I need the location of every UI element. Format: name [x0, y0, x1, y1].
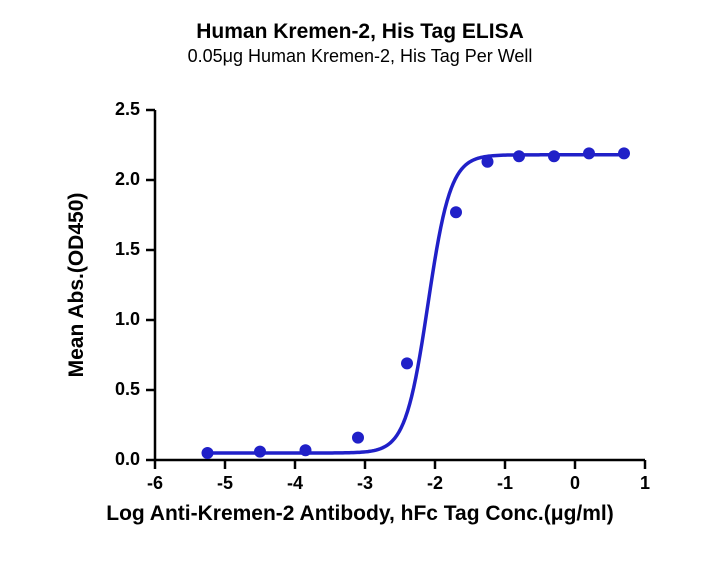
data-point — [202, 448, 213, 459]
x-tick-label: -1 — [493, 473, 517, 494]
x-tick-label: -5 — [213, 473, 237, 494]
x-axis-label: Log Anti-Kremen-2 Antibody, hFc Tag Conc… — [0, 502, 720, 526]
x-tick-label: -6 — [143, 473, 167, 494]
data-point — [619, 148, 630, 159]
y-tick-label: 2.0 — [115, 169, 140, 190]
data-point — [482, 156, 493, 167]
y-tick-label: 1.0 — [115, 309, 140, 330]
x-tick-label: 1 — [633, 473, 657, 494]
y-tick-label: 0.5 — [115, 379, 140, 400]
data-point — [451, 207, 462, 218]
data-point — [549, 151, 560, 162]
data-point — [402, 358, 413, 369]
x-tick-label: -4 — [283, 473, 307, 494]
x-tick-label: 0 — [563, 473, 587, 494]
y-tick-label: 1.5 — [115, 239, 140, 260]
y-tick-label: 0.0 — [115, 449, 140, 470]
data-point — [584, 148, 595, 159]
fit-curve — [208, 155, 625, 453]
y-axis-label: Mean Abs.(OD450) — [65, 110, 89, 460]
y-tick-label: 2.5 — [115, 99, 140, 120]
data-point — [353, 432, 364, 443]
data-point — [514, 151, 525, 162]
data-point — [300, 445, 311, 456]
x-tick-label: -3 — [353, 473, 377, 494]
data-point — [255, 446, 266, 457]
x-tick-label: -2 — [423, 473, 447, 494]
